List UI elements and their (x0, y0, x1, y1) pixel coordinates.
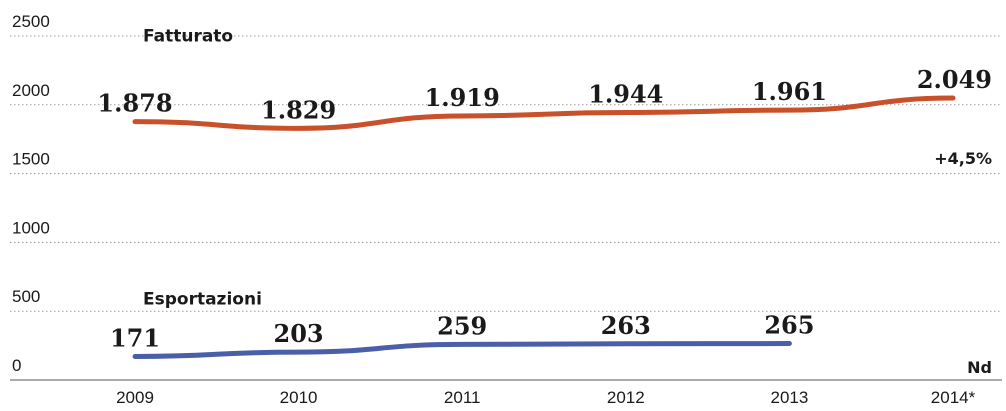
y-tick-label: 0 (12, 356, 21, 375)
data-label: 1.878 (97, 89, 172, 118)
data-label: 1.944 (588, 80, 663, 109)
data-label: 1.961 (752, 77, 827, 106)
data-label: 263 (601, 311, 651, 340)
y-tick-label: 1500 (12, 150, 50, 169)
data-label: 203 (274, 319, 324, 348)
series-line-esportazioni (132, 341, 792, 359)
series-name-esportazioni: Esportazioni (143, 289, 262, 309)
data-label: 259 (437, 311, 487, 340)
data-label: Nd (967, 358, 992, 377)
data-label: 2.049 (917, 65, 992, 94)
x-tick-label: 2012 (607, 388, 645, 407)
series-names: Fatturato Esportazioni (143, 27, 262, 310)
x-tick-label: 2013 (770, 388, 808, 407)
x-tick-label: 2011 (444, 388, 481, 407)
series-name-fatturato: Fatturato (143, 27, 233, 47)
y-tick-label: 500 (12, 287, 40, 306)
data-label: 265 (764, 311, 814, 340)
y-tick-label: 1000 (12, 218, 50, 237)
data-label: 171 (110, 323, 160, 352)
x-tick-label: 2010 (280, 388, 318, 407)
x-tick-label: 2014* (931, 388, 976, 407)
annotations: +4,5% (934, 149, 992, 168)
data-label: 1.829 (261, 95, 336, 124)
series-lines (132, 95, 956, 359)
y-tick-label: 2500 (12, 12, 50, 31)
data-labels: 1.878 1.829 1.919 1.944 1.961 2.049 171 203 259 2… (97, 65, 992, 377)
x-tick-label: 2009 (116, 388, 154, 407)
grid-lines (10, 35, 1002, 381)
y-axis-ticks: 0 500 1000 1500 2000 2500 (12, 12, 50, 375)
growth-annotation: +4,5% (934, 149, 992, 168)
series-line-fatturato (132, 95, 956, 131)
data-label: 1.919 (425, 83, 500, 112)
x-axis-ticks: 2009 2010 2011 2012 2013 2014* (116, 388, 976, 407)
y-tick-label: 2000 (12, 81, 50, 100)
